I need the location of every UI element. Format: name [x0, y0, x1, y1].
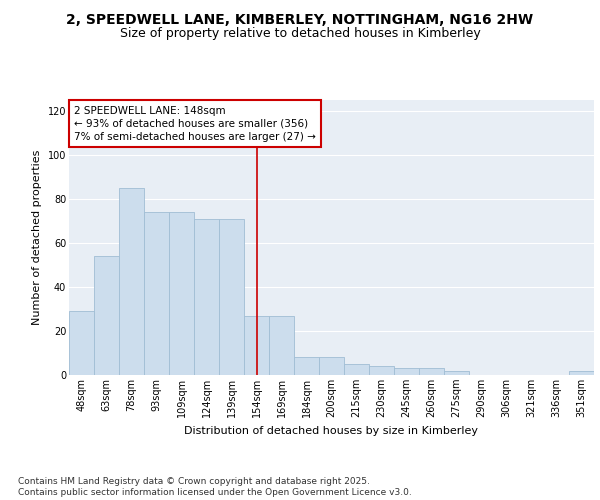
- Bar: [344, 364, 369, 375]
- Bar: [119, 188, 144, 375]
- Bar: [219, 219, 244, 375]
- Bar: [369, 366, 394, 375]
- Bar: [444, 370, 469, 375]
- Text: 2 SPEEDWELL LANE: 148sqm
← 93% of detached houses are smaller (356)
7% of semi-d: 2 SPEEDWELL LANE: 148sqm ← 93% of detach…: [74, 106, 316, 142]
- Bar: [269, 316, 294, 375]
- X-axis label: Distribution of detached houses by size in Kimberley: Distribution of detached houses by size …: [185, 426, 479, 436]
- Bar: [194, 219, 219, 375]
- Bar: [94, 256, 119, 375]
- Bar: [569, 370, 594, 375]
- Bar: [144, 212, 169, 375]
- Text: Contains HM Land Registry data © Crown copyright and database right 2025.
Contai: Contains HM Land Registry data © Crown c…: [18, 478, 412, 497]
- Text: Size of property relative to detached houses in Kimberley: Size of property relative to detached ho…: [119, 28, 481, 40]
- Y-axis label: Number of detached properties: Number of detached properties: [32, 150, 42, 325]
- Bar: [169, 212, 194, 375]
- Bar: [244, 316, 269, 375]
- Text: 2, SPEEDWELL LANE, KIMBERLEY, NOTTINGHAM, NG16 2HW: 2, SPEEDWELL LANE, KIMBERLEY, NOTTINGHAM…: [67, 12, 533, 26]
- Bar: [394, 368, 419, 375]
- Bar: [419, 368, 444, 375]
- Bar: [294, 358, 319, 375]
- Bar: [69, 311, 94, 375]
- Bar: [319, 358, 344, 375]
